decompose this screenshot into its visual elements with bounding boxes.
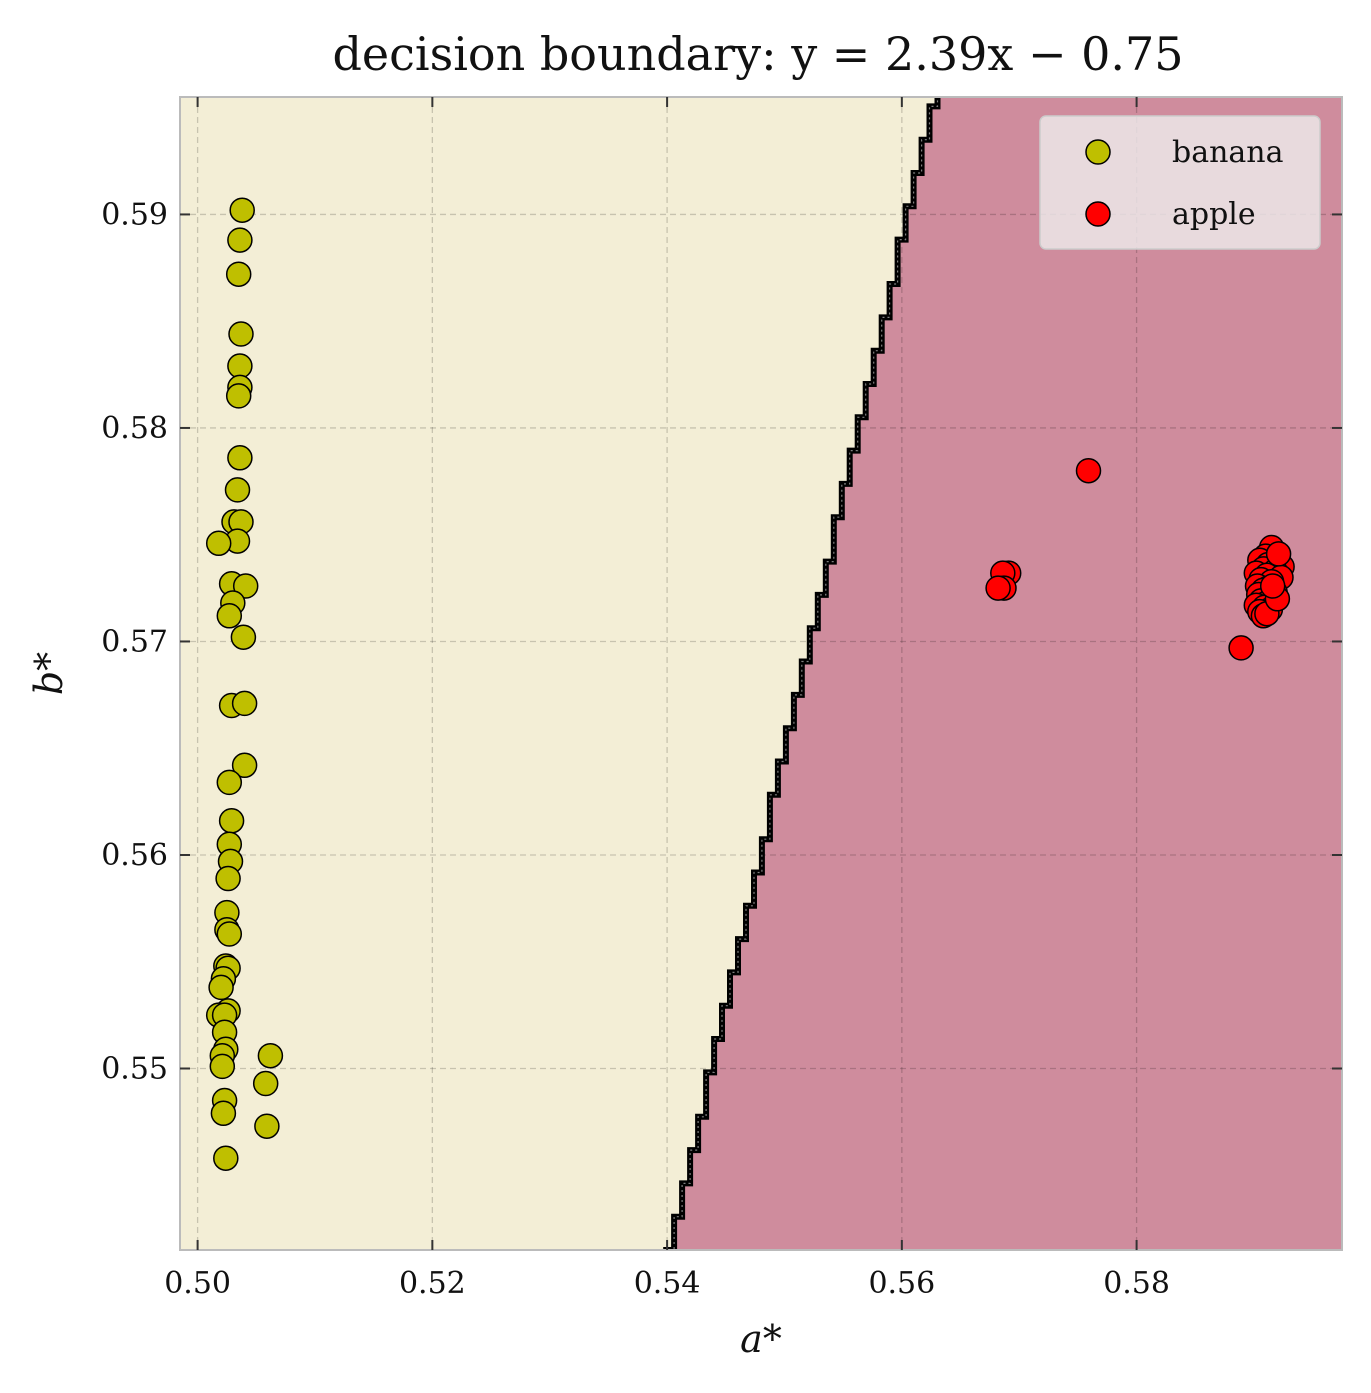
banana-point bbox=[252, 1070, 279, 1097]
banana-point bbox=[232, 573, 259, 599]
banana-point bbox=[225, 261, 252, 287]
legend-label-apple: apple bbox=[1172, 197, 1256, 232]
banana-point bbox=[225, 383, 252, 409]
banana-point bbox=[227, 445, 253, 471]
banana-point bbox=[227, 227, 253, 253]
banana-point bbox=[216, 769, 243, 796]
axis-ticks: 0.50 0.52 0.54 0.56 0.58 0.55 0.56 0.57 0.58 0.59 bbox=[101, 97, 1342, 1301]
banana-point bbox=[231, 752, 258, 779]
apple-point bbox=[1265, 541, 1292, 567]
apple-point bbox=[1075, 457, 1102, 484]
banana-point bbox=[216, 921, 243, 947]
banana-point bbox=[205, 530, 232, 557]
banana-point bbox=[254, 1113, 280, 1139]
data-points bbox=[205, 197, 1295, 1171]
banana-point bbox=[228, 321, 254, 347]
apple-region bbox=[666, 97, 1342, 1250]
legend: banana apple bbox=[1039, 115, 1321, 250]
apple-point bbox=[1259, 573, 1286, 599]
y-tick-label: 0.56 bbox=[101, 838, 168, 873]
banana-point bbox=[208, 974, 234, 1001]
x-tick-label: 0.58 bbox=[1103, 1266, 1170, 1301]
y-tick-label: 0.57 bbox=[101, 624, 168, 659]
banana-point bbox=[229, 197, 255, 223]
apple-point bbox=[1228, 635, 1254, 661]
legend-marker-apple bbox=[1085, 201, 1111, 227]
banana-point bbox=[230, 624, 257, 650]
legend-label-banana: banana bbox=[1172, 135, 1284, 170]
y-tick-label: 0.58 bbox=[101, 411, 168, 446]
x-tick-label: 0.54 bbox=[634, 1266, 701, 1301]
decision-boundary-line-dotted bbox=[665, 97, 939, 1250]
x-axis-label: a* bbox=[740, 1317, 782, 1361]
banana-point bbox=[224, 477, 251, 503]
x-tick-label: 0.52 bbox=[399, 1266, 466, 1301]
y-tick-label: 0.55 bbox=[101, 1052, 168, 1087]
banana-point bbox=[227, 353, 253, 379]
x-tick-label: 0.56 bbox=[868, 1266, 935, 1301]
x-tick-label: 0.50 bbox=[164, 1266, 231, 1301]
plot-frame bbox=[179, 96, 1343, 1251]
apple-point bbox=[985, 575, 1011, 601]
banana-point bbox=[218, 808, 245, 834]
banana-point bbox=[213, 1145, 239, 1171]
banana-point bbox=[209, 1053, 236, 1080]
y-axis-label: b* bbox=[27, 652, 71, 695]
y-tick-label: 0.59 bbox=[101, 197, 168, 232]
banana-point bbox=[210, 1100, 237, 1127]
banana-point bbox=[231, 690, 258, 717]
plot-area bbox=[180, 97, 1342, 1250]
chart-title: decision boundary: y = 2.39x − 0.75 bbox=[332, 27, 1183, 81]
banana-point bbox=[215, 865, 241, 892]
banana-point bbox=[257, 1042, 284, 1069]
banana-point bbox=[216, 603, 243, 629]
legend-marker-banana bbox=[1085, 139, 1111, 165]
